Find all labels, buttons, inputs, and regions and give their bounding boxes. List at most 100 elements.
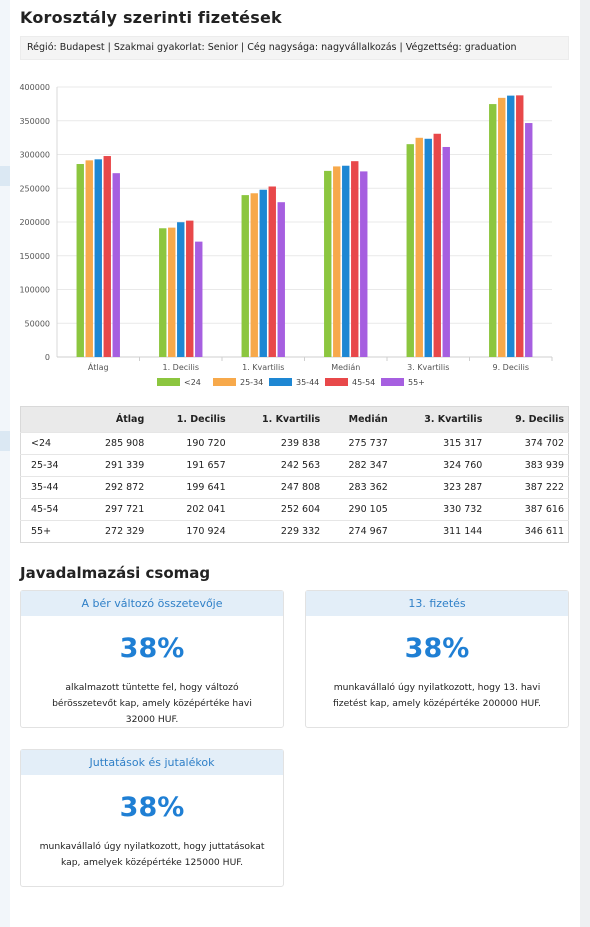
legend-swatch <box>325 378 348 386</box>
table-body: <24 285 908 190 720 239 838 275 737 315 317 37… <box>20 432 569 543</box>
bar <box>324 170 332 357</box>
table-cell: <24 <box>20 432 81 455</box>
table-cell: 297 721 <box>80 498 149 521</box>
bar <box>360 171 368 357</box>
bar <box>507 95 515 357</box>
card-percent: 38% <box>404 633 470 664</box>
bar <box>342 165 350 357</box>
table-cell: 55+ <box>20 520 81 543</box>
table-cell: 199 641 <box>148 476 230 499</box>
x-tick-label: 3. Kvartilis <box>407 363 449 372</box>
table-cell: 374 702 <box>486 432 569 455</box>
bar <box>159 228 167 357</box>
table-cell: 324 760 <box>391 454 487 477</box>
salary-table: Átlag 1. Decilis 1. Kvartilis Medián 3. Kvar… <box>20 406 569 543</box>
left-edge-marker <box>0 431 10 451</box>
table-cell: 330 732 <box>391 498 487 521</box>
table-cell: 285 908 <box>80 432 149 455</box>
card-description: munkavállaló úgy nyilatkozott, hogy jutt… <box>39 841 265 868</box>
y-tick-label: 250000 <box>19 184 50 193</box>
legend-swatch <box>157 378 180 386</box>
table-cell: 272 329 <box>80 520 149 543</box>
column-header: 1. Kvartilis <box>229 406 325 433</box>
table-row: <24 285 908 190 720 239 838 275 737 315 317 37… <box>20 432 569 455</box>
page-title: Korosztály szerinti fizetések <box>20 8 282 27</box>
card-title: Juttatások és jutalékok <box>21 750 283 775</box>
table-cell: 323 287 <box>391 476 487 499</box>
y-tick-label: 50000 <box>25 319 50 328</box>
table-cell: 247 808 <box>229 476 325 499</box>
salary-bar-chart: 0 50000 100000 150000 200000 250000 300000 3500… <box>19 83 553 387</box>
card-title: A bér változó összetevője <box>21 591 283 616</box>
table-cell: 190 720 <box>148 432 230 455</box>
legend-swatch <box>213 378 236 386</box>
table-row: 45-54 297 721 202 041 252 604 290 105 330 732… <box>20 498 569 521</box>
column-header: 1. Decilis <box>148 406 230 433</box>
table-cell: 25-34 <box>20 454 81 477</box>
y-tick-label: 350000 <box>19 117 50 126</box>
x-tick-label: 1. Decilis <box>163 363 200 372</box>
column-header: 3. Kvartilis <box>391 406 487 433</box>
table-cell: 383 939 <box>486 454 569 477</box>
legend-label: 55+ <box>408 378 425 387</box>
bar <box>442 146 450 357</box>
bar <box>168 227 176 357</box>
table-cell: 315 317 <box>391 432 487 455</box>
bar <box>498 97 506 357</box>
column-header <box>20 406 81 433</box>
bar <box>177 222 185 357</box>
column-header: Átlag <box>80 406 149 433</box>
scrollbar-track[interactable] <box>580 0 590 927</box>
x-tick-label: Medián <box>331 363 360 372</box>
column-header: Medián <box>324 406 392 433</box>
card-title: 13. fizetés <box>306 591 568 616</box>
filter-summary: Régió: Budapest | Szakmai gyakorlat: Sen… <box>20 36 569 60</box>
table-cell: 242 563 <box>229 454 325 477</box>
bar <box>268 186 276 357</box>
bar <box>406 144 414 357</box>
table-cell: 191 657 <box>148 454 230 477</box>
table-cell: 275 737 <box>324 432 392 455</box>
legend-label: 25-34 <box>240 378 263 387</box>
bar <box>415 137 423 357</box>
bar <box>516 95 524 358</box>
card-benefits: Juttatások és jutalékok 38% munkavállaló… <box>20 749 284 887</box>
table-cell: 311 144 <box>391 520 487 543</box>
bar <box>259 189 267 357</box>
left-edge <box>0 0 10 927</box>
bar <box>250 193 258 357</box>
bar <box>424 138 432 357</box>
legend-label: 45-54 <box>352 378 375 387</box>
bar <box>186 220 194 357</box>
table-header-row: Átlag 1. Decilis 1. Kvartilis Medián 3. Kvar… <box>20 406 569 433</box>
table-row: 55+ 272 329 170 924 229 332 274 967 311 144 34… <box>20 520 569 543</box>
table-row: 35-44 292 872 199 641 247 808 283 362 323 287… <box>20 476 569 499</box>
card-description: munkavállaló úgy nyilatkozott, hogy 13. … <box>333 682 541 709</box>
legend-swatch <box>269 378 292 386</box>
table-cell: 239 838 <box>229 432 325 455</box>
x-tick-label: 1. Kvartilis <box>242 363 284 372</box>
legend-label: 35-44 <box>296 378 319 387</box>
bar <box>489 104 497 358</box>
bar <box>433 133 441 357</box>
y-tick-label: 150000 <box>19 252 50 261</box>
y-tick-label: 200000 <box>19 218 50 227</box>
table-cell: 283 362 <box>324 476 392 499</box>
card-percent: 38% <box>119 633 185 664</box>
table-cell: 229 332 <box>229 520 325 543</box>
bar <box>195 241 203 357</box>
y-tick-label: 400000 <box>19 83 50 92</box>
section-title: Javadalmazási csomag <box>20 564 211 582</box>
legend-label: <24 <box>184 378 201 387</box>
table-cell: 387 222 <box>486 476 569 499</box>
bar <box>241 195 249 357</box>
table-row: 25-34 291 339 191 657 242 563 282 347 324 760… <box>20 454 569 477</box>
bar <box>112 173 120 357</box>
table-cell: 387 616 <box>486 498 569 521</box>
table-cell: 292 872 <box>80 476 149 499</box>
bar <box>76 164 84 357</box>
table-cell: 202 041 <box>148 498 230 521</box>
table-cell: 282 347 <box>324 454 392 477</box>
left-edge-marker <box>0 166 10 186</box>
table-cell: 35-44 <box>20 476 81 499</box>
